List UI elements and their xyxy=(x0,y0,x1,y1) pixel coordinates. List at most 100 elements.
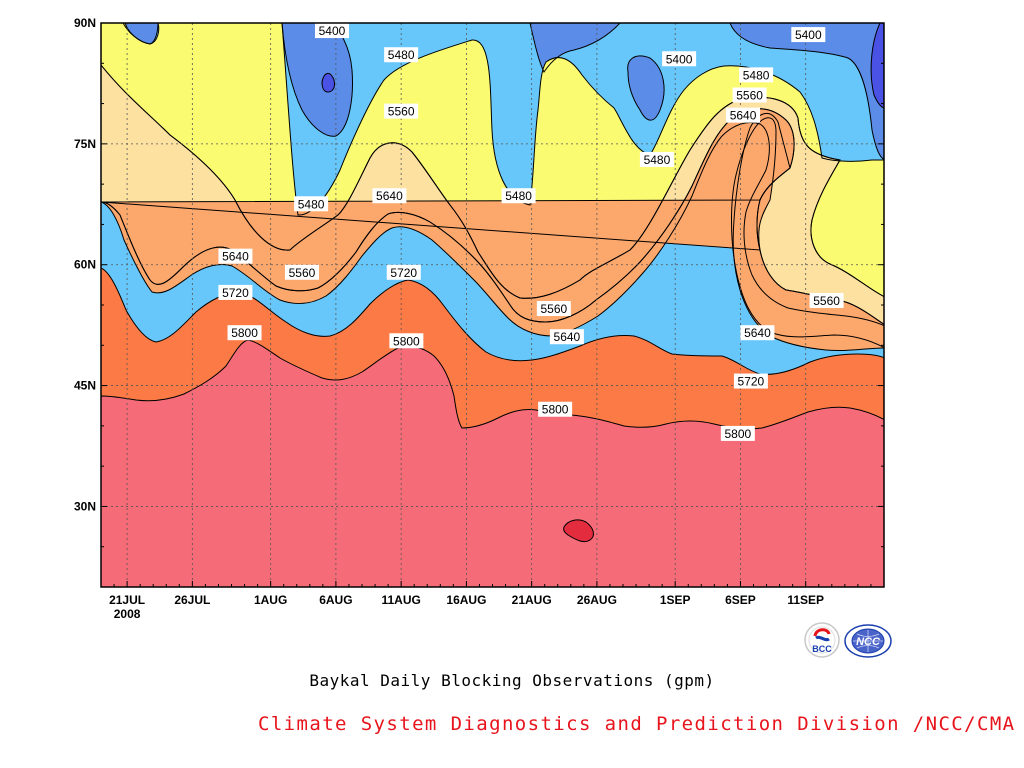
y-tick-label: 45N xyxy=(74,379,96,393)
contour-label-bg xyxy=(538,401,573,417)
contour-label-text: 5480 xyxy=(505,189,532,203)
contour-label: 5720 xyxy=(218,284,253,300)
plot-area: 5400 5480 5400 5480 5400 5560 5560 5640 5480 5480… xyxy=(101,23,884,587)
contour-label-text: 5800 xyxy=(231,326,258,340)
ncc-logo: NCC xyxy=(844,624,892,658)
contour-label-text: 5800 xyxy=(542,403,569,417)
x-tick-label: 21JUL xyxy=(109,593,145,607)
y-tick-label: 75N xyxy=(74,137,96,151)
band-ge5880 xyxy=(563,519,594,542)
x-tick-label: 1AUG xyxy=(254,593,287,607)
band-5320 xyxy=(871,23,884,108)
contour-label: 5640 xyxy=(372,188,407,204)
band-5320-small xyxy=(322,73,335,92)
contour-label: 5400 xyxy=(791,27,826,43)
band-5320-line xyxy=(870,23,884,109)
band-5320-5400-c-line xyxy=(627,55,665,121)
y-tick-label: 90N xyxy=(74,16,96,30)
x-tick-label: 1SEP xyxy=(660,593,691,607)
contour-label-bg xyxy=(733,373,768,389)
band-5320-5400-d-line xyxy=(729,23,884,161)
band-5320-5400-b-line xyxy=(529,23,621,73)
contour-label-bg xyxy=(740,325,775,341)
contour-label-bg xyxy=(739,67,774,83)
contour-label-text: 5560 xyxy=(540,302,567,316)
contour-label-text: 5640 xyxy=(744,326,771,340)
contour-label: 5400 xyxy=(662,51,697,67)
x-tick-label: 26AUG xyxy=(577,593,617,607)
contour-label-bg xyxy=(732,87,767,103)
contour-label: 5560 xyxy=(732,87,767,103)
contour-label-text: 5560 xyxy=(736,89,763,103)
contour-label-text: 5640 xyxy=(222,250,249,264)
x-tick-label: 21AUG xyxy=(512,593,552,607)
contour-label-bg xyxy=(726,107,761,123)
contour-label: 5800 xyxy=(389,333,424,349)
contour-label-text: 5560 xyxy=(813,294,840,308)
contour-label: 5560 xyxy=(809,292,844,308)
contour-label-bg xyxy=(389,333,424,349)
contour-label: 5640 xyxy=(549,329,584,345)
contour-label: 5720 xyxy=(386,264,421,280)
contour-label-text: 5640 xyxy=(554,330,581,344)
contour-labels: 5400 5480 5400 5480 5400 5560 5560 5640 5480 5480… xyxy=(218,23,844,441)
contour-label-text: 5640 xyxy=(730,109,757,123)
contour-label-bg xyxy=(384,103,419,119)
band-5640-5720-line xyxy=(101,108,884,349)
contour-label: 5640 xyxy=(740,325,775,341)
contour-label-bg xyxy=(501,188,536,204)
contour-label-bg xyxy=(386,264,421,280)
contour-label: 5800 xyxy=(720,425,755,441)
contour-label-text: 5480 xyxy=(298,197,325,211)
bcc-logo: BCC xyxy=(804,622,840,658)
contour-label: 5480 xyxy=(294,196,329,212)
contour-label-bg xyxy=(791,27,826,43)
contour-label-text: 5480 xyxy=(644,153,671,167)
contour-label: 5800 xyxy=(227,325,262,341)
contour-fills xyxy=(101,23,884,587)
x-tick-label: 6AUG xyxy=(319,593,352,607)
contour-label-text: 5560 xyxy=(289,266,316,280)
contour-label-bg xyxy=(314,23,349,39)
contour-label-text: 5480 xyxy=(743,68,770,82)
y-axis: 30N 45N 60N 75N 90N xyxy=(74,16,884,588)
contour-label-text: 5560 xyxy=(388,105,415,119)
contour-label-bg xyxy=(227,325,262,341)
contour-label-bg xyxy=(294,196,329,212)
contour-label-bg xyxy=(720,425,755,441)
contour-label-text: 5400 xyxy=(795,28,822,42)
gridlines xyxy=(101,23,884,587)
band-5320-small-line xyxy=(321,73,335,93)
contour-label: 5560 xyxy=(284,264,319,280)
x-tick-label: 11AUG xyxy=(381,593,420,607)
contour-label-bg xyxy=(809,292,844,308)
contour-label: 5560 xyxy=(384,103,419,119)
contour-label-bg xyxy=(549,329,584,345)
band-5320-5400-a xyxy=(280,23,353,137)
contour-label-bg xyxy=(218,248,253,264)
contour-label-bg xyxy=(372,188,407,204)
y-tick-label: 60N xyxy=(74,258,96,272)
contour-label-text: 5720 xyxy=(222,286,249,300)
contour-label-bg xyxy=(384,47,419,63)
contour-label: 5480 xyxy=(739,67,774,83)
y-tick-label: 30N xyxy=(74,499,96,513)
contour-label: 5480 xyxy=(501,188,536,204)
contour-label-bg xyxy=(284,264,319,280)
x-tick-label: 26JUL xyxy=(174,593,210,607)
contour-label-bg xyxy=(536,301,571,317)
contour-label-text: 5720 xyxy=(738,375,765,389)
band-5320-5400-a-line xyxy=(280,23,353,137)
contour-label-text: 5400 xyxy=(319,24,346,38)
contour-label-bg xyxy=(639,151,674,167)
credit-line: Climate System Diagnostics and Predictio… xyxy=(258,713,1016,735)
contour-label-bg xyxy=(662,51,697,67)
bcc-logo-text: BCC xyxy=(812,644,832,654)
contour-label: 5480 xyxy=(384,47,419,63)
contour-label: 5400 xyxy=(314,23,349,39)
contour-label: 5720 xyxy=(733,373,768,389)
x-tick-label: 11SEP xyxy=(787,593,824,607)
x-tick-year-label: 2008 xyxy=(114,607,141,621)
contour-label: 5640 xyxy=(218,248,253,264)
